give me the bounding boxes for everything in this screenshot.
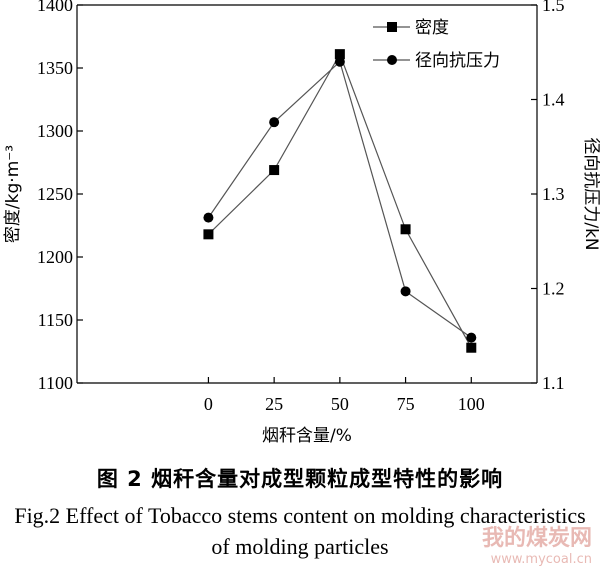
x-axis-ticks: 0 25 50 75 100 bbox=[204, 377, 485, 414]
left-y-tick-label: 1400 bbox=[37, 0, 73, 15]
x-tick-label: 50 bbox=[331, 394, 349, 414]
right-y-tick-label: 1.2 bbox=[542, 279, 565, 299]
left-y-tick-label: 1200 bbox=[37, 247, 73, 267]
legend-label-pressure: 径向抗压力 bbox=[415, 51, 500, 71]
radial-pressure-series-line bbox=[207, 60, 472, 339]
watermark-text: 我的煤炭网 bbox=[481, 526, 592, 551]
right-y-axis-label: 径向抗压力/kN bbox=[581, 137, 600, 250]
radial-pressure-point bbox=[334, 56, 345, 67]
figure-caption-en: Fig.2 Effect of Tobacco stems content on… bbox=[14, 503, 586, 559]
x-tick-label: 25 bbox=[265, 394, 283, 414]
legend-marker-density bbox=[387, 22, 397, 32]
legend-marker-pressure bbox=[387, 55, 397, 65]
left-y-tick-label: 1350 bbox=[37, 58, 73, 78]
density-point bbox=[203, 229, 214, 240]
left-y-tick-label: 1150 bbox=[38, 310, 73, 330]
figure-caption-cn: 图 2 烟秆含量对成型颗粒成型特性的影响 bbox=[96, 467, 504, 491]
left-y-tick-label: 1100 bbox=[38, 373, 73, 393]
legend: 密度 径向抗压力 bbox=[373, 18, 500, 71]
x-axis-label: 烟秆含量/% bbox=[262, 426, 352, 446]
radial-pressure-point bbox=[400, 286, 411, 297]
density-series-line bbox=[208, 52, 472, 349]
right-y-tick-label: 1.4 bbox=[542, 90, 565, 110]
x-tick-label: 75 bbox=[397, 394, 415, 414]
density-point bbox=[269, 165, 280, 176]
chart: 0 25 50 75 100 1100115012001250130013501400 … bbox=[3, 0, 600, 446]
right-y-tick-label: 1.3 bbox=[542, 184, 565, 204]
density-point bbox=[466, 342, 477, 353]
x-tick-label: 0 bbox=[204, 394, 213, 414]
density-point bbox=[334, 49, 345, 60]
x-tick-label: 100 bbox=[458, 394, 485, 414]
watermark: 我的煤炭网 www.mycoal.cn bbox=[482, 520, 592, 567]
density-point bbox=[400, 224, 411, 235]
radial-pressure-point bbox=[203, 212, 214, 223]
legend-label-density: 密度 bbox=[415, 18, 449, 38]
left-y-tick-label: 1250 bbox=[37, 184, 73, 204]
radial-pressure-point bbox=[269, 117, 280, 128]
series-layer bbox=[203, 49, 477, 353]
left-y-axis-label: 密度/kg·m⁻³ bbox=[3, 145, 23, 243]
left-y-axis-ticks: 1100 1150 1200 1250 1300 1350 1400 bbox=[37, 0, 83, 393]
left-y-tick-label: 1300 bbox=[37, 121, 73, 141]
radial-pressure-point bbox=[466, 332, 477, 343]
right-y-tick-label: 1.1 bbox=[542, 373, 565, 393]
right-y-tick-label: 1.5 bbox=[542, 0, 565, 15]
watermark-url: www.mycoal.cn bbox=[490, 552, 592, 567]
right-y-axis-ticks: 1.1 1.2 1.3 1.4 1.5 bbox=[531, 0, 565, 393]
